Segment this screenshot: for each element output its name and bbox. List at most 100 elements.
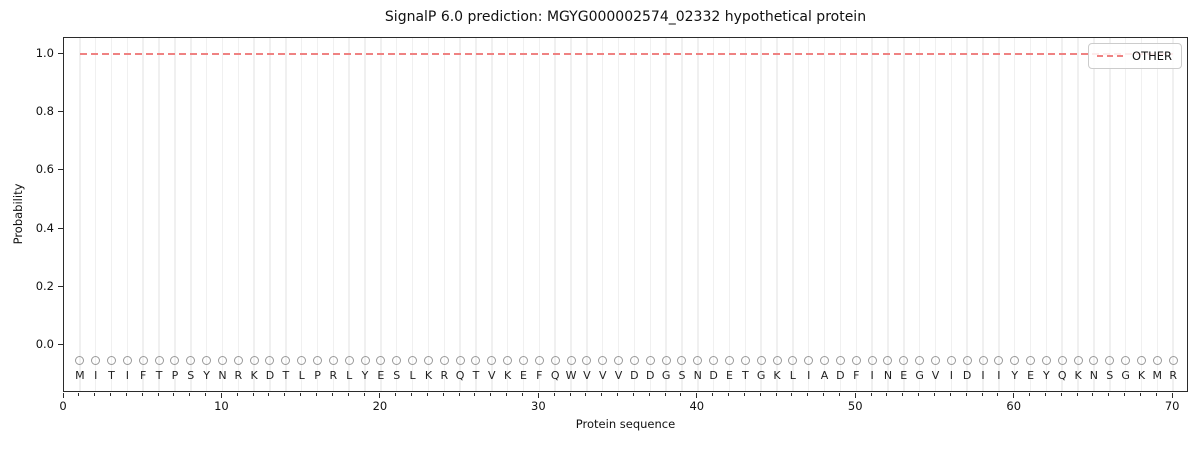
residue-marker (962, 356, 972, 366)
x-tick-label: 40 (689, 399, 705, 413)
residue-marker (503, 356, 513, 366)
gridline (285, 38, 287, 391)
residue-letter: N (693, 368, 702, 382)
residue-marker (487, 356, 497, 366)
residue-marker (915, 356, 925, 366)
residue-letter: T (108, 368, 115, 382)
x-major-tick (537, 393, 539, 398)
residue-letter: T (472, 368, 480, 382)
residue-marker (978, 356, 988, 366)
x-minor-tick (205, 393, 207, 396)
residue-letter: Y (1043, 368, 1050, 382)
residue-letter: I (870, 368, 874, 382)
gridline (823, 38, 826, 391)
gridline (855, 38, 857, 391)
x-minor-tick (617, 393, 619, 396)
residue-letter: I (807, 368, 811, 382)
residue-marker (1041, 356, 1051, 366)
residue-marker (249, 356, 259, 366)
x-minor-tick (933, 393, 935, 396)
residue-marker (297, 356, 307, 366)
gridline (792, 38, 794, 391)
residue-letter: W (565, 368, 577, 382)
residue-letter: D (630, 368, 639, 382)
x-minor-tick (569, 393, 571, 396)
x-minor-tick (157, 393, 159, 396)
x-minor-tick (838, 393, 840, 396)
residue-marker (1105, 356, 1115, 366)
residue-marker (820, 356, 830, 366)
gridline (601, 38, 604, 391)
residue-letter: K (504, 368, 512, 382)
gridline (934, 38, 937, 391)
residue-letter: V (614, 368, 623, 382)
residue-marker (471, 356, 481, 366)
gridline (94, 38, 97, 391)
x-minor-tick (94, 393, 96, 396)
residue-letter: Q (455, 368, 465, 382)
residue-letter: D (646, 368, 655, 382)
residue-letter: S (393, 368, 401, 382)
residue-letter: Y (361, 368, 369, 382)
residue-marker (328, 356, 338, 366)
x-minor-tick (902, 393, 904, 396)
y-major-tick (58, 286, 63, 288)
gridline (554, 38, 556, 391)
y-tick-label: 0.4 (35, 220, 54, 235)
residue-letter: G (756, 368, 766, 382)
x-minor-tick (712, 393, 714, 396)
gridline (903, 38, 905, 391)
y-tick-label: 1.0 (35, 45, 54, 60)
residue-letter: R (440, 368, 449, 382)
residue-letter: R (234, 368, 243, 382)
residue-letter: E (520, 368, 527, 382)
x-minor-tick (1139, 393, 1141, 396)
gridline (110, 38, 113, 391)
residue-letter: E (900, 368, 908, 382)
x-minor-tick (474, 393, 476, 396)
gridline (950, 38, 953, 391)
residue-marker (930, 356, 940, 366)
x-minor-tick (585, 393, 587, 396)
x-minor-tick (807, 393, 809, 396)
residue-marker (883, 356, 893, 366)
y-major-tick (58, 344, 63, 346)
residue-marker (1121, 356, 1131, 366)
residue-letter: R (329, 368, 338, 382)
x-major-tick (379, 393, 381, 398)
residue-letter: S (1106, 368, 1114, 382)
x-minor-tick (442, 393, 444, 396)
residue-letter: T (741, 368, 749, 382)
residue-marker (455, 356, 465, 366)
gridline (395, 38, 398, 391)
x-minor-tick (1092, 393, 1094, 396)
y-tick-label: 0.6 (35, 162, 54, 177)
x-minor-tick (236, 393, 238, 396)
residue-marker (1057, 356, 1067, 366)
x-minor-tick (125, 393, 127, 396)
x-major-tick (1013, 393, 1015, 398)
residue-letter: E (377, 368, 385, 382)
x-minor-tick (949, 393, 951, 396)
gridline (126, 38, 129, 391)
residue-marker (519, 356, 528, 366)
x-minor-tick (173, 393, 175, 396)
residue-marker (360, 356, 370, 366)
x-minor-tick (490, 393, 492, 396)
residue-letter: S (187, 368, 195, 382)
residue-marker (344, 356, 354, 366)
x-minor-tick (775, 393, 777, 396)
gridline (348, 38, 350, 391)
residue-letter: K (1137, 368, 1146, 382)
residue-letter: F (140, 368, 147, 382)
gridline (190, 38, 192, 391)
residue-marker (788, 356, 798, 366)
residue-marker (1010, 356, 1020, 366)
x-tick-label: 20 (372, 399, 388, 413)
x-minor-tick (110, 393, 112, 396)
gridline (380, 38, 382, 391)
residue-marker (835, 356, 845, 366)
gridline (966, 38, 968, 391)
x-minor-tick (823, 393, 825, 396)
